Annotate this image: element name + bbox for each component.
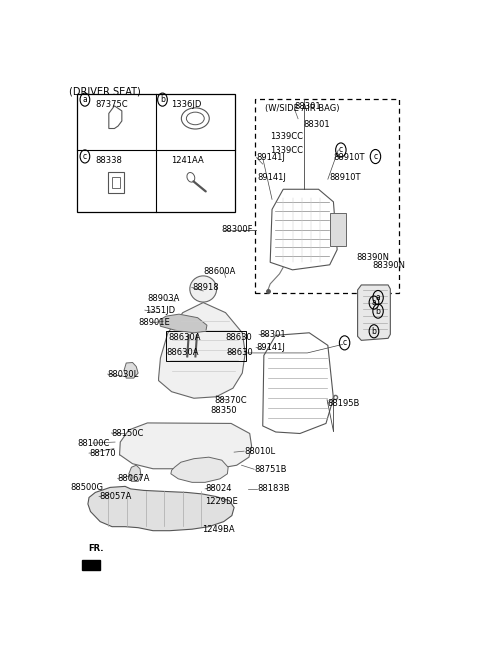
Text: 88338: 88338	[96, 156, 122, 165]
Bar	[77, 94, 235, 212]
Bar	[330, 213, 347, 246]
Polygon shape	[158, 303, 245, 398]
Text: 89141J: 89141J	[256, 153, 285, 162]
Text: 88901E: 88901E	[138, 318, 170, 327]
Text: 1351JD: 1351JD	[145, 305, 175, 315]
Text: 87375C: 87375C	[96, 99, 128, 109]
Text: b: b	[372, 327, 376, 336]
Text: 88630: 88630	[227, 348, 253, 357]
Text: 88030L: 88030L	[108, 370, 139, 379]
Text: 88100C: 88100C	[78, 439, 110, 447]
Text: 1336JD: 1336JD	[171, 99, 202, 109]
Text: 88183B: 88183B	[257, 485, 290, 493]
Text: a: a	[372, 298, 376, 307]
Polygon shape	[358, 285, 390, 340]
Text: 89141J: 89141J	[256, 343, 285, 352]
Text: c: c	[83, 152, 87, 161]
Text: 88910T: 88910T	[334, 153, 365, 162]
Text: 89141J: 89141J	[257, 173, 286, 182]
Bar	[255, 99, 398, 292]
Polygon shape	[159, 314, 207, 333]
Polygon shape	[120, 423, 252, 469]
Polygon shape	[129, 465, 141, 481]
Text: 88903A: 88903A	[147, 294, 180, 303]
Text: 88751B: 88751B	[254, 465, 287, 473]
Text: b: b	[376, 307, 381, 316]
Text: 1339CC: 1339CC	[270, 132, 303, 141]
Text: 1339CC: 1339CC	[270, 146, 303, 156]
Text: 88301: 88301	[259, 330, 286, 339]
Text: 88350: 88350	[211, 406, 237, 415]
Text: c: c	[373, 152, 377, 161]
Bar	[108, 172, 124, 194]
Polygon shape	[124, 362, 138, 378]
Text: 88600A: 88600A	[203, 267, 236, 276]
Text: 88067A: 88067A	[118, 473, 150, 483]
Text: 88630A: 88630A	[168, 334, 200, 342]
Text: c: c	[343, 338, 347, 347]
Text: 88500G: 88500G	[71, 483, 103, 492]
Text: a: a	[376, 293, 381, 302]
Text: 88010L: 88010L	[244, 447, 275, 456]
Text: 88370C: 88370C	[215, 396, 247, 405]
Text: 88170: 88170	[89, 449, 116, 458]
Text: (W/SIDE AIR BAG): (W/SIDE AIR BAG)	[264, 104, 339, 112]
Text: 1241AA: 1241AA	[171, 156, 204, 165]
Polygon shape	[88, 487, 234, 530]
Ellipse shape	[190, 276, 216, 302]
Polygon shape	[171, 457, 228, 483]
Polygon shape	[83, 560, 100, 570]
Text: 1229DE: 1229DE	[205, 497, 238, 506]
Text: 88910T: 88910T	[330, 173, 361, 182]
Text: 88301: 88301	[304, 120, 330, 129]
Text: 88918: 88918	[192, 283, 219, 292]
Text: b: b	[160, 95, 165, 104]
Text: 88024: 88024	[205, 485, 231, 493]
Text: a: a	[83, 95, 87, 104]
Text: 88390N: 88390N	[372, 262, 406, 270]
Text: 88630: 88630	[226, 334, 252, 342]
Bar	[112, 177, 120, 188]
Text: 1249BA: 1249BA	[202, 525, 235, 534]
Bar	[166, 332, 246, 362]
Text: 88390N: 88390N	[356, 253, 389, 262]
Text: FR.: FR.	[88, 544, 103, 553]
Text: c: c	[339, 145, 343, 154]
Text: 88195B: 88195B	[328, 399, 360, 408]
Text: 88150C: 88150C	[111, 428, 144, 438]
Text: 88630A: 88630A	[166, 348, 199, 357]
Text: 88300F: 88300F	[222, 225, 253, 234]
Text: (DRIVER SEAT): (DRIVER SEAT)	[69, 86, 141, 96]
Text: 88301: 88301	[294, 101, 321, 111]
Text: 88057A: 88057A	[99, 492, 132, 501]
